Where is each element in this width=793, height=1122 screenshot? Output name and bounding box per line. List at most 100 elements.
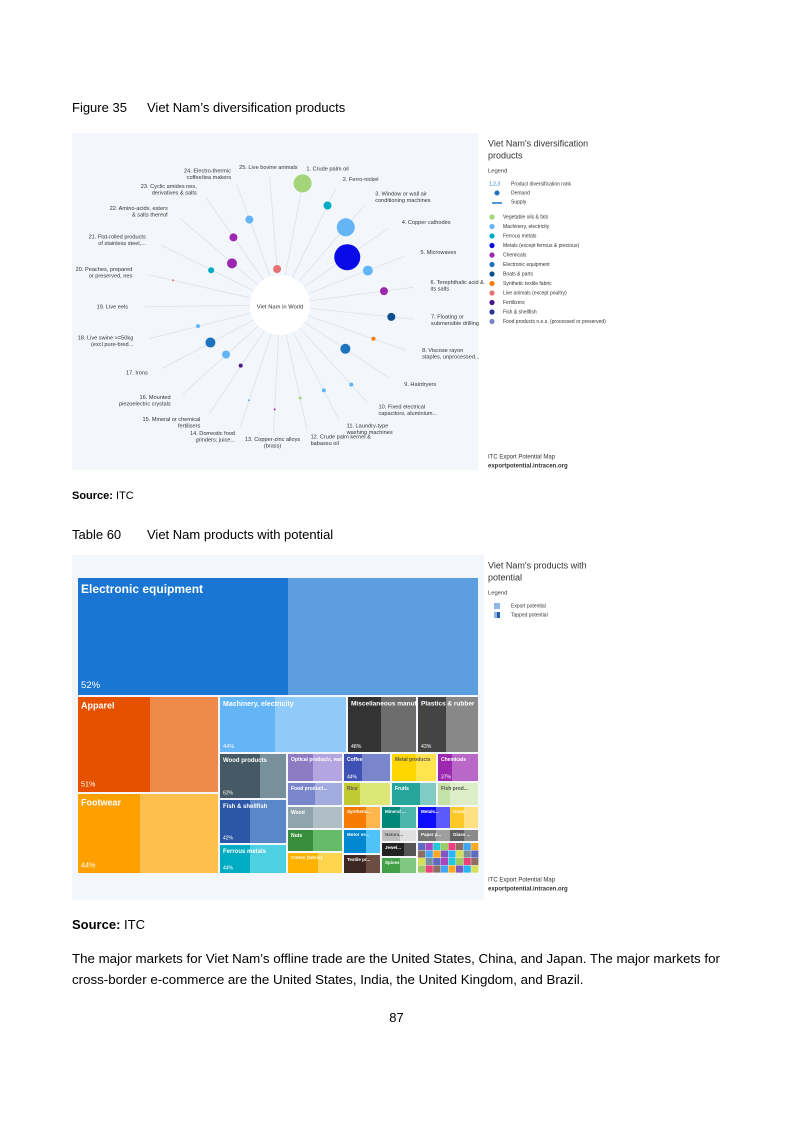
legend-label: Fertilizers <box>503 300 525 306</box>
treemap-cell <box>78 697 150 792</box>
treemap-small-cell <box>471 865 479 873</box>
treemap-small-cell <box>463 865 471 873</box>
product-label: 16. Mounted <box>140 395 171 401</box>
product-label: of stainless steel,... <box>98 241 146 247</box>
cell-percent: 62% <box>223 791 234 797</box>
product-bubble <box>273 265 282 274</box>
legend-swatch <box>497 612 500 618</box>
treemap-cell-tapped <box>313 807 342 828</box>
legend-label: Fish & shellfish <box>503 309 537 315</box>
product-label: 20. Peaches, prepared <box>76 267 133 273</box>
product-label: 21. Flat-rolled products <box>89 234 146 240</box>
product-bubble <box>349 382 354 387</box>
cell-label: Fish & shellfish <box>223 804 268 810</box>
treemap-small-cell <box>471 850 479 858</box>
treemap-small-cell <box>471 843 479 851</box>
product-label: 1. Crude palm oil <box>306 167 348 173</box>
treemap-cell <box>288 783 315 805</box>
spoke <box>269 177 279 276</box>
treemap-small-cell <box>440 843 448 851</box>
treemap-cell-tapped <box>250 800 286 843</box>
treemap-small-cell <box>433 865 441 873</box>
legend-label: Export potential <box>511 603 546 609</box>
legend-heading: Legend <box>488 591 507 597</box>
treemap-cell <box>392 754 416 781</box>
cell-label: Ferrous metals <box>223 849 267 855</box>
treemap-cell-tapped <box>362 754 390 781</box>
product-label: 9. Hairdryers <box>404 382 436 388</box>
treemap: Electronic equipment 52% Apparel 51% Footwea… <box>78 578 479 873</box>
treemap-small-cell <box>440 858 448 866</box>
legend-swatch <box>489 261 495 268</box>
product-label: conditioning machines <box>375 198 431 204</box>
product-label: piezoelectric crystals <box>119 402 171 408</box>
legend-swatch <box>489 299 495 306</box>
legend-heading: Legend <box>488 169 507 175</box>
product-bubble <box>293 174 312 193</box>
demand-icon <box>494 190 500 196</box>
credit: ITC Export Potential Map <box>488 455 556 461</box>
figure-number: Figure 35 <box>72 100 127 115</box>
source-text: ITC <box>116 490 134 502</box>
source-label: Source: <box>72 490 113 502</box>
product-label: 10. Fixed electrical <box>379 404 426 410</box>
spoke <box>284 178 304 276</box>
product-label: 18. Live swine >=50kg <box>78 335 134 341</box>
legend-swatch <box>489 223 495 230</box>
credit: ITC Export Potential Map <box>488 878 556 884</box>
rank-label: Product diversification rank <box>511 181 572 187</box>
product-label: washing machines <box>346 430 393 436</box>
treemap-cell-tapped <box>416 754 436 781</box>
treemap-cell <box>220 754 260 798</box>
legend-label: Synthetic textile fabric <box>503 281 552 287</box>
treemap-small-cell <box>448 865 456 873</box>
treemap-small-cell <box>463 850 471 858</box>
cell-label: Paper p... <box>421 832 441 837</box>
cell-label: Coffee <box>347 757 363 763</box>
treemap-cell-tapped <box>400 830 416 841</box>
legend-swatch <box>489 318 495 325</box>
treemap-cell <box>348 697 381 752</box>
cell-label: Plastics & rubber <box>421 701 475 708</box>
treemap-cell-tapped <box>140 794 218 873</box>
treemap-cell-tapped <box>313 754 342 781</box>
treemap-small-cell <box>448 850 456 858</box>
treemap-small-cell <box>418 843 426 851</box>
treemap-cell <box>78 578 288 695</box>
product-label: or preserved, nes <box>89 273 133 279</box>
treemap-cell <box>438 754 452 781</box>
cell-label: Optical products, wat... <box>291 757 347 763</box>
product-bubble <box>387 312 396 321</box>
treemap-small-cell <box>456 850 464 858</box>
product-label: 24. Electro-thermic <box>184 169 231 175</box>
treemap-small-cell <box>425 865 433 873</box>
treemap-small-cell <box>456 843 464 851</box>
treemap-cell <box>344 783 360 805</box>
legend-label: Tapped potential <box>511 612 548 618</box>
cell-label: Metal products <box>395 757 431 763</box>
treemap-cell-tapped <box>452 754 478 781</box>
cell-label: Chemicals <box>441 757 466 763</box>
product-label: 2. Ferro-nickel <box>343 177 379 183</box>
treemap-cell <box>344 754 362 781</box>
legend-swatch <box>494 603 500 609</box>
cell-label: Apparel <box>81 700 115 710</box>
treemap-cell <box>344 807 366 828</box>
product-bubble <box>334 244 361 271</box>
cell-percent: 51% <box>81 780 96 789</box>
cell-label: Mineral ... <box>385 809 406 814</box>
treemap-cell-tapped <box>250 845 286 873</box>
treemap-small-cell <box>456 858 464 866</box>
source: Source: ITC <box>72 917 145 932</box>
cell-percent: 48% <box>351 744 362 750</box>
treemap-small-cell <box>418 865 426 873</box>
treemap-cell <box>382 843 404 856</box>
legend-label: Live animals (except poultry) <box>503 290 567 296</box>
product-label: 7. Floating or <box>431 315 464 321</box>
spoke <box>148 274 251 299</box>
cell-label: Miscellaneous manufactured products <box>351 701 470 708</box>
treemap-small-cell <box>440 850 448 858</box>
cell-label: Spices <box>385 860 400 865</box>
credit-link: exportpotential.intracen.org <box>488 464 568 470</box>
